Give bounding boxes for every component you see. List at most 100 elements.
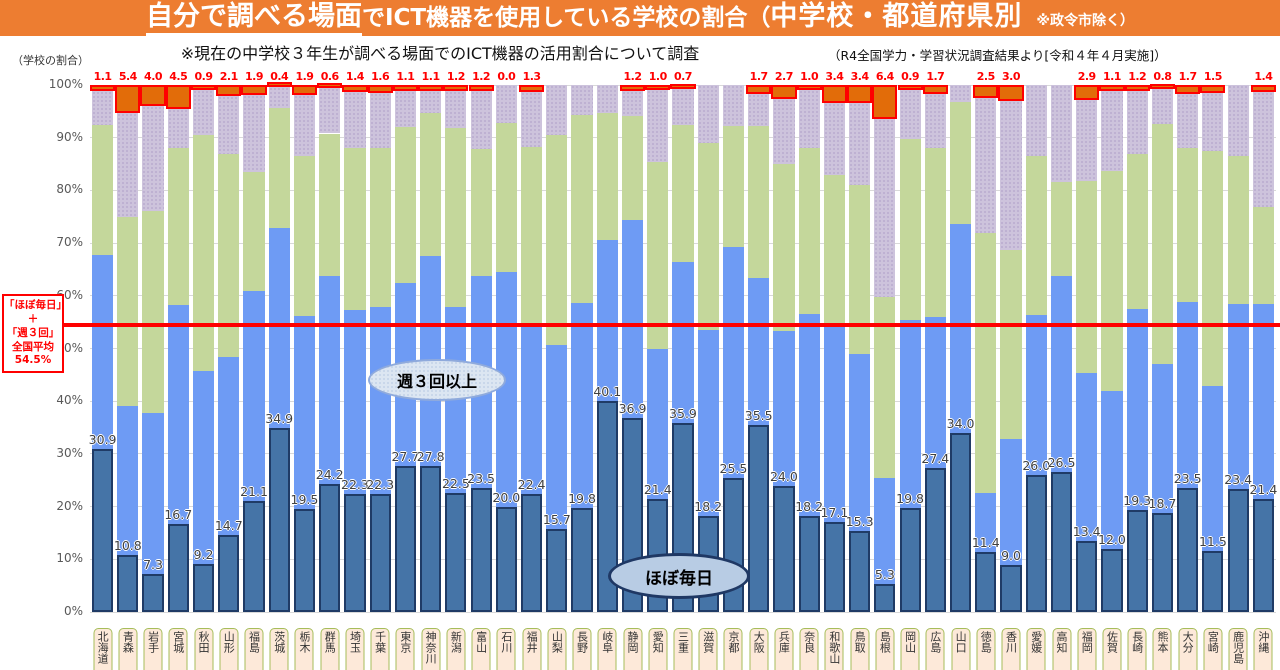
y-tick-label: 70% — [56, 235, 83, 250]
x-axis-labels: 北海道 青森 岩手 宮城 秋田 山形 福島 茨城 栃木 群馬 埼玉 千葉 東京 神奈川 新潟 富山 石川 福井 山梨… — [90, 627, 1276, 670]
segment-week3-兵庫 — [773, 330, 795, 486]
segment-week3-石川 — [495, 271, 517, 507]
top-value-label-埼玉: 1.4 — [345, 70, 365, 83]
average-label-line: 全国平均 — [12, 340, 54, 353]
segment-daily-広島 — [924, 467, 946, 612]
top-value-label-富山: 1.2 — [472, 70, 491, 83]
segment-week3-香川 — [1000, 439, 1022, 565]
segment-week3-長崎 — [1126, 308, 1148, 511]
prefecture-label-宮城: 宮城 — [168, 628, 188, 670]
bar-column-大阪: 35.5 1.7 — [745, 70, 773, 612]
bar-滋賀: 18.2 — [694, 85, 722, 612]
prefecture-label-茨城: 茨城 — [269, 628, 289, 670]
prefecture-label-群馬: 群馬 — [320, 628, 340, 670]
annotation-daily-ellipse: ほぼ毎日 — [608, 553, 750, 599]
y-tick-label: 20% — [56, 498, 83, 513]
segment-top-長崎 — [1124, 85, 1150, 92]
daily-value-label-高知: 26.5 — [1047, 455, 1076, 471]
x-label-column: 宮崎 — [1200, 627, 1225, 670]
segment-daily-佐賀 — [1101, 548, 1123, 612]
x-label-column: 静岡 — [620, 627, 645, 670]
segment-purple-岩手 — [142, 106, 164, 212]
segment-purple-沖縄 — [1252, 92, 1274, 208]
segment-daily-熊本 — [1151, 513, 1174, 612]
segment-daily-栃木 — [293, 509, 316, 612]
daily-value-label-鹿児島: 23.4 — [1224, 471, 1253, 487]
segment-daily-沖縄 — [1252, 499, 1274, 612]
bar-column-島根: 5.3 6.4 — [872, 70, 898, 612]
daily-value-label-兵庫: 24.0 — [769, 468, 798, 484]
segment-week3-佐賀 — [1101, 391, 1123, 549]
daily-value-label-宮崎: 11.5 — [1198, 534, 1227, 550]
segment-green-福岡 — [1076, 180, 1098, 374]
segment-purple-山梨 — [546, 85, 568, 136]
top-value-label-岡山: 0.9 — [901, 70, 920, 83]
survey-note: ※現在の中学校３年生が調べる場面でのICT機器の活用割合について調査 — [180, 44, 700, 63]
average-label-line: 「ほぼ毎日」 — [4, 299, 67, 311]
segment-green-青森 — [117, 216, 139, 407]
daily-value-label-三重: 35.9 — [669, 405, 697, 421]
top-value-label-福岡: 2.9 — [1077, 70, 1097, 83]
segment-daily-山形 — [218, 534, 240, 612]
x-label-column: 沖縄 — [1251, 627, 1276, 670]
daily-value-label-長崎: 19.3 — [1123, 493, 1152, 509]
segment-daily-千葉 — [369, 494, 391, 612]
x-label-column: 岐阜 — [595, 627, 620, 670]
bar-石川: 20.0 0.0 — [492, 70, 520, 612]
annotation-week3-label: 週３回以上 — [396, 372, 477, 391]
prefecture-label-新潟: 新潟 — [446, 628, 466, 670]
segment-daily-山口 — [949, 432, 972, 612]
segment-daily-大阪 — [748, 424, 770, 612]
segment-week3-岩手 — [142, 412, 164, 574]
segment-green-神奈川 — [420, 113, 442, 256]
daily-value-label-埼玉: 22.3 — [341, 477, 369, 493]
prefecture-label-神奈川: 神奈川 — [421, 628, 441, 670]
top-value-label-沖縄: 1.4 — [1254, 70, 1273, 83]
bar-奈良: 18.2 1.0 — [795, 70, 823, 612]
average-label-line: ＋ — [27, 312, 39, 325]
daily-value-label-富山: 23.5 — [467, 471, 496, 487]
bar-長野: 19.8 — [568, 85, 596, 612]
x-label-column: 三重 — [670, 627, 695, 670]
prefecture-label-石川: 石川 — [496, 628, 516, 670]
top-value-label-山形: 2.1 — [219, 70, 239, 83]
daily-value-label-奈良: 18.2 — [795, 499, 824, 515]
prefecture-label-岐阜: 岐阜 — [597, 628, 617, 670]
annotation-daily-label: ほぼ毎日 — [645, 568, 713, 589]
x-label-column: 神奈川 — [418, 627, 443, 670]
daily-value-label-沖縄: 21.4 — [1249, 482, 1278, 498]
segment-top-北海道 — [90, 85, 116, 91]
segment-daily-宮崎 — [1202, 551, 1224, 612]
segment-green-長野 — [571, 115, 593, 304]
prefecture-label-秋田: 秋田 — [194, 628, 214, 670]
x-label-column: 千葉 — [368, 627, 393, 670]
x-label-column: 高知 — [1049, 627, 1074, 670]
segment-purple-北海道 — [92, 90, 114, 125]
top-value-label-佐賀: 1.1 — [1102, 70, 1122, 83]
bar-徳島: 11.4 2.5 — [972, 70, 1000, 612]
national-average-line — [60, 322, 1280, 327]
bar-東京: 27.7 1.1 — [391, 70, 419, 612]
segment-week3-茨城 — [268, 227, 290, 429]
segment-top-広島 — [922, 85, 948, 94]
bar-column-鳥取: 15.3 3.4 — [846, 70, 874, 612]
bar-三重: 35.9 0.7 — [669, 70, 697, 612]
segment-week3-熊本 — [1151, 364, 1174, 514]
x-label-column: 滋賀 — [696, 627, 721, 670]
top-value-label-新潟: 1.2 — [446, 70, 466, 83]
daily-value-label-千葉: 22.3 — [366, 477, 395, 493]
segment-week3-奈良 — [798, 314, 820, 517]
daily-value-label-山梨: 15.7 — [542, 512, 571, 528]
daily-value-label-滋賀: 18.2 — [694, 499, 723, 515]
top-value-label-福島: 1.9 — [244, 70, 264, 83]
segment-daily-香川 — [1000, 564, 1022, 612]
bar-山梨: 15.7 — [543, 85, 571, 612]
segment-week3-新潟 — [445, 307, 467, 494]
segment-purple-宮城 — [167, 108, 189, 149]
segment-purple-愛知 — [647, 90, 669, 162]
segment-daily-石川 — [495, 506, 517, 612]
top-value-label-兵庫: 2.7 — [774, 70, 794, 83]
segment-purple-千葉 — [369, 93, 391, 148]
bar-column-京都: 25.5 — [720, 85, 747, 612]
